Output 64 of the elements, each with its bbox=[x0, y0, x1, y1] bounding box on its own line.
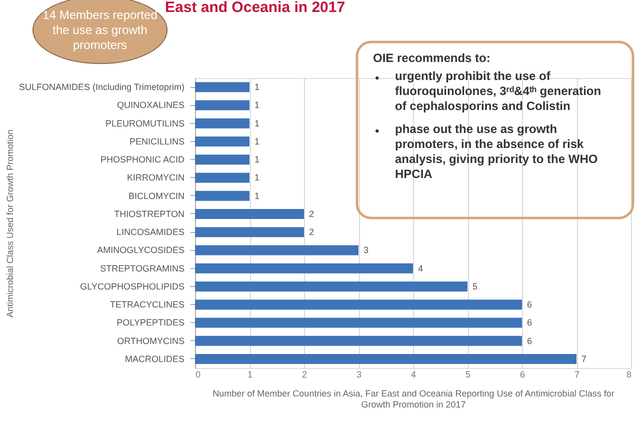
data-label: 4 bbox=[418, 263, 424, 274]
data-label: 1 bbox=[254, 172, 260, 183]
y-tick-label: ORTHOMYCINS bbox=[117, 336, 184, 346]
y-tick-label: MACROLIDES bbox=[124, 354, 184, 364]
y-tick-label: QUINOXALINES bbox=[116, 100, 184, 110]
y-tick-label: LINCOSAMIDES bbox=[116, 227, 184, 238]
x-axis-title: Number of Member Countries in Asia, Far East and Oceania Reporting Use of Antimicrobial Class for Growth Promotion in 2017 bbox=[212, 388, 614, 410]
data-label: 6 bbox=[527, 318, 532, 328]
bar bbox=[195, 318, 522, 328]
bar bbox=[195, 172, 250, 183]
x-tick-label: 0 bbox=[196, 370, 201, 380]
y-tick-label: TETRACYCLINES bbox=[110, 300, 184, 310]
text: OIE recommends to: bbox=[373, 51, 490, 65]
data-label: 1 bbox=[254, 154, 260, 165]
data-label: 3 bbox=[364, 245, 369, 256]
data-label: 1 bbox=[254, 190, 260, 201]
y-tick-label: PLEUROMUTILINS bbox=[105, 118, 184, 128]
x-tick-label: 3 bbox=[356, 370, 362, 380]
y-tick-label: PENICILLINS bbox=[129, 136, 184, 146]
y-tick-label: KIRROMYCIN bbox=[126, 172, 184, 183]
data-label: 1 bbox=[254, 118, 260, 128]
x-tick-label: 8 bbox=[626, 370, 632, 380]
bar bbox=[195, 208, 304, 219]
x-tick-label: 4 bbox=[410, 370, 416, 380]
data-label: 5 bbox=[472, 281, 478, 292]
data-label: 2 bbox=[309, 208, 314, 219]
text: 14 Members reported the use as growth promoters bbox=[42, 8, 158, 52]
x-tick-label: 5 bbox=[465, 370, 471, 380]
bar bbox=[195, 227, 304, 238]
y-tick-label: STREPTOGRAMINS bbox=[100, 263, 184, 274]
chart-title: East and Oceania in 2017 bbox=[165, 0, 346, 16]
bar bbox=[195, 300, 522, 310]
y-tick-label: AMINOGLYCOSIDES bbox=[97, 245, 184, 256]
bar bbox=[195, 154, 250, 165]
text: • phase out the use as growth promoters, in the absence of risk analysis, giving priority to the WHO HPCIA bbox=[375, 122, 598, 181]
data-label: 7 bbox=[582, 354, 587, 364]
bar bbox=[195, 118, 250, 128]
data-label: 1 bbox=[254, 82, 260, 92]
bar bbox=[195, 136, 250, 146]
y-tick-label: GLYCOPHOSPHOLIPIDS bbox=[80, 281, 184, 292]
bar bbox=[195, 354, 576, 364]
bar bbox=[195, 82, 250, 92]
y-tick-label: SULFONAMIDES (Including Trimetoprim) bbox=[18, 82, 184, 92]
bar bbox=[195, 281, 468, 292]
y-tick-label: POLYPEPTIDES bbox=[116, 318, 184, 328]
data-label: 1 bbox=[254, 136, 260, 146]
x-tick-label: 1 bbox=[247, 370, 253, 380]
x-tick-label: 6 bbox=[520, 370, 526, 380]
text: • urgently prohibit the use of fluoroquinolones, 3ʳᵈ&4ᵗʰ generation of cephalosporins and Colistin bbox=[375, 69, 602, 113]
y-axis-title: Antimicrobial Class Used for Growth Promotion bbox=[4, 129, 15, 318]
data-label: 1 bbox=[254, 100, 260, 110]
bar bbox=[195, 336, 522, 346]
data-label: 6 bbox=[527, 336, 532, 346]
bar bbox=[195, 245, 358, 256]
bar bbox=[195, 190, 250, 201]
x-tick-label: 2 bbox=[302, 370, 308, 380]
bar bbox=[195, 263, 413, 274]
data-label: 6 bbox=[527, 300, 532, 310]
bar bbox=[195, 100, 250, 110]
data-label: 2 bbox=[309, 227, 314, 238]
y-tick-label: THIOSTREPTON bbox=[114, 208, 184, 219]
y-tick-label: PHOSPHONIC ACID bbox=[100, 154, 185, 165]
x-tick-label: 7 bbox=[574, 370, 580, 380]
y-tick-label: BICLOMYCIN bbox=[128, 190, 184, 201]
